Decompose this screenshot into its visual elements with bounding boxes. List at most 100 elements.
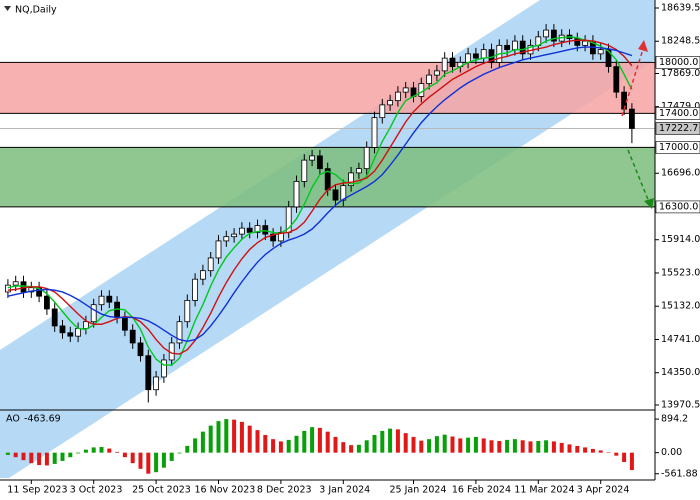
ao-bar	[333, 436, 338, 453]
ma-line	[7, 39, 633, 355]
ao-bar	[44, 452, 49, 466]
ao-bar	[388, 428, 393, 453]
candle-body	[551, 29, 557, 42]
candle-body	[238, 227, 245, 235]
ao-bar	[520, 440, 525, 453]
candle-body	[371, 117, 378, 148]
x-tick-label: 11 Mar 2024	[514, 485, 574, 496]
ao-tick-label: 894.2	[661, 414, 688, 425]
chart-title: NQ,Daily	[15, 5, 57, 16]
candle-body	[207, 257, 214, 272]
candle-body	[5, 284, 11, 293]
ao-bar	[177, 452, 182, 454]
ao-bar	[489, 440, 494, 453]
candle-body	[277, 232, 284, 242]
level-label: 17400.0	[659, 108, 698, 119]
title-icon	[4, 6, 11, 11]
x-tick-label: 25 Oct 2023	[132, 485, 191, 496]
ao-bar	[138, 452, 143, 469]
ao-bar	[372, 435, 377, 453]
ao-bar	[466, 437, 471, 453]
ao-bar	[536, 441, 541, 453]
ao-bar	[575, 445, 580, 453]
ao-bar	[5, 452, 10, 455]
ao-bar	[13, 452, 18, 458]
candle-body	[582, 40, 588, 46]
ao-bar	[341, 442, 346, 453]
level-label: 17000.0	[659, 142, 698, 153]
level-label-box	[655, 56, 700, 69]
candle-body	[153, 376, 160, 391]
ao-bar	[232, 419, 237, 453]
candle-body	[293, 181, 300, 208]
candle-body	[90, 304, 97, 323]
ma-line	[7, 36, 633, 366]
up-arrow-head	[638, 40, 648, 52]
y-tick-label: 14350.0	[661, 367, 700, 378]
ao-bar	[473, 436, 478, 453]
candle-body	[597, 49, 604, 55]
indicator-value: -463.69	[24, 414, 61, 425]
candle-body	[83, 321, 89, 329]
ao-bar	[161, 452, 166, 468]
ao-bar	[325, 431, 330, 453]
ao-bar	[247, 425, 252, 453]
ao-bar	[567, 444, 572, 453]
x-tick-label: 16 Feb 2024	[452, 485, 511, 496]
ao-bar	[146, 452, 151, 474]
candle-body	[137, 342, 144, 357]
ao-bar	[310, 427, 315, 453]
candle-body	[28, 287, 35, 293]
ao-bar	[115, 451, 120, 453]
ao-bar	[528, 441, 533, 453]
candle-body	[160, 359, 167, 378]
candle-body	[574, 38, 581, 46]
ao-bar	[83, 449, 88, 453]
ao-bar	[302, 430, 307, 453]
candle-body	[246, 227, 253, 233]
candle-body	[348, 172, 355, 187]
candle-body	[621, 91, 627, 110]
candle-body	[309, 155, 316, 161]
ao-bar	[271, 439, 276, 453]
y-tick-label: 15523.0	[661, 267, 700, 278]
zones	[0, 61, 655, 208]
level-label: 18000.0	[659, 57, 698, 68]
ma-line	[7, 46, 633, 342]
ao-bar	[544, 440, 549, 453]
ao-bar	[481, 438, 486, 453]
candle-body	[394, 91, 401, 102]
indicator-name: AO	[6, 414, 20, 425]
ao-bar	[629, 452, 634, 471]
y-tick-label: 14741.0	[661, 334, 700, 345]
ao-bar	[583, 447, 588, 453]
ao-tick-label: -561.88	[661, 468, 698, 479]
candle-body	[223, 236, 230, 242]
y-tick-label: 17479.0	[661, 101, 700, 112]
ao-bar	[91, 447, 96, 453]
ao-bar	[37, 452, 42, 466]
ao-bar	[411, 436, 416, 453]
ao-bar	[255, 430, 260, 453]
ao-bar	[29, 452, 34, 464]
candle-body	[426, 74, 433, 85]
candle-body	[387, 100, 394, 106]
ao-bar	[551, 441, 556, 453]
ao-bar	[458, 438, 463, 453]
ao-bar	[356, 444, 361, 453]
ao-bar	[200, 431, 205, 453]
ao-bar	[263, 435, 268, 453]
candle-body	[629, 108, 635, 129]
x-tick-label: 16 Nov 2023	[195, 485, 256, 496]
ao-bar	[427, 439, 432, 453]
ao-bar	[442, 434, 447, 453]
ao-bar	[419, 440, 424, 453]
ao-bar	[317, 427, 322, 453]
ao-bar	[403, 433, 408, 453]
candle-body	[129, 329, 136, 344]
candle-body	[379, 104, 386, 119]
candle-body	[433, 70, 440, 76]
ao-bar	[154, 452, 159, 473]
level-label-box	[655, 107, 700, 120]
